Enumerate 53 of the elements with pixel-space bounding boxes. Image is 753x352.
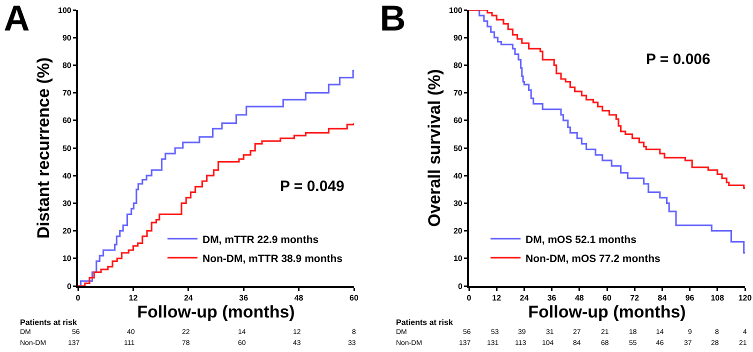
x-tick-label: 0 — [76, 294, 81, 303]
y-axis-title: Overall survival (%) — [425, 69, 444, 227]
x-tick-label: 96 — [685, 294, 695, 303]
text: Patients at risk — [20, 318, 78, 327]
x-tick-label: 84 — [658, 294, 668, 303]
y-tick-label: 50 — [453, 144, 463, 153]
y-tick-label: 60 — [453, 116, 463, 126]
x-tick-label: 72 — [630, 294, 640, 303]
chart-title: B — [380, 0, 406, 38]
y-tick-label: 90 — [453, 33, 463, 42]
y-tick-label: 100 — [449, 6, 463, 15]
annotation: P = 0.049 — [280, 178, 344, 195]
x-tick-label: 24 — [184, 294, 194, 303]
x-tick-label: 0 — [466, 294, 472, 303]
x-tick-label: 36 — [239, 294, 249, 303]
y-tick-label: 10 — [62, 254, 72, 264]
y-tick-label: 50 — [62, 144, 72, 153]
y-axis-title: Distant recurrence (%) — [34, 57, 54, 239]
x-tick-label: 24 — [520, 294, 530, 303]
y-tick-label: 0 — [458, 282, 463, 291]
y-tick-label: 70 — [62, 88, 72, 98]
chart-title: A — [4, 0, 30, 38]
y-tick-label: 0 — [66, 282, 72, 291]
y-tick-label: 70 — [453, 88, 463, 98]
legend-label: DM, mOS 52.1 months — [526, 234, 637, 246]
x-tick-label: 120 — [738, 294, 752, 303]
y-tick-label: 80 — [62, 61, 72, 70]
x-tick-label: 36 — [547, 294, 557, 303]
y-tick-label: 40 — [453, 171, 463, 180]
y-tick-label: 60 — [62, 116, 72, 126]
y-tick-label: 90 — [62, 33, 72, 42]
x-tick-label: 108 — [710, 294, 725, 303]
y-tick-label: 10 — [453, 254, 463, 264]
x-axis-title: Follow-up (months) — [137, 302, 295, 322]
x-tick-label: 60 — [350, 294, 359, 303]
legend-label: Non-DM, mTTR 38.9 months — [202, 252, 343, 265]
y-tick-label: 20 — [453, 226, 463, 236]
y-tick-label: 80 — [453, 61, 463, 70]
y-tick-label: 100 — [58, 6, 72, 15]
x-tick-label: 12 — [492, 294, 502, 303]
legend-label: DM, mTTR 22.9 months — [202, 234, 319, 246]
y-tick-label: 30 — [453, 199, 463, 208]
y-tick-label: 40 — [62, 171, 72, 180]
legend-label: Non-DM, mOS 77.2 months — [526, 252, 660, 265]
y-tick-label: 30 — [62, 199, 72, 208]
x-tick-label: 48 — [294, 294, 304, 303]
x-axis-title: Follow-up (months) — [528, 302, 686, 322]
annotation: P = 0.006 — [646, 51, 710, 68]
text: Patients at risk — [396, 318, 454, 327]
x-tick-label: 12 — [128, 294, 138, 303]
x-tick-label: 48 — [574, 294, 584, 303]
x-tick-label: 60 — [602, 294, 612, 303]
y-tick-label: 20 — [62, 226, 72, 236]
